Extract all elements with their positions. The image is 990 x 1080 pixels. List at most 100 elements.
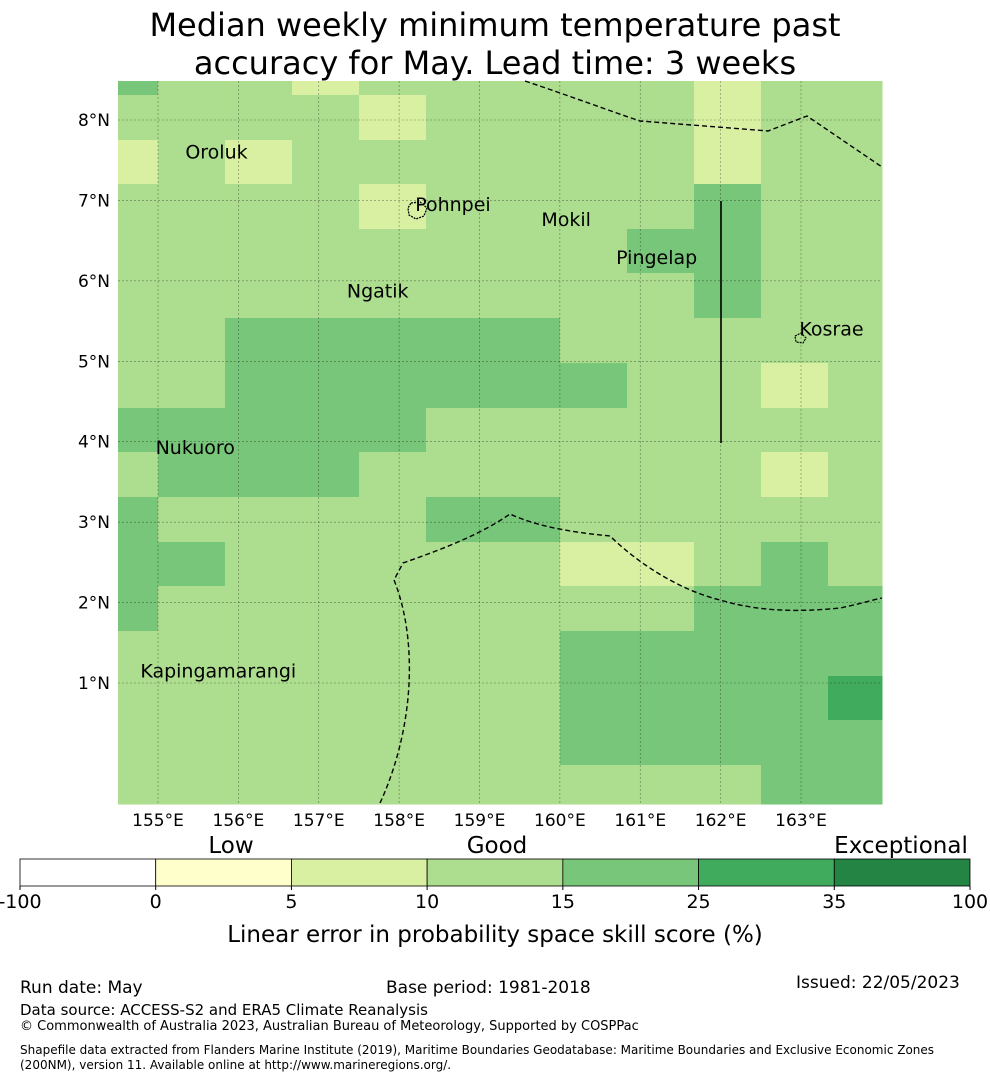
skill-cell — [158, 363, 226, 409]
skill-cell — [627, 542, 695, 587]
skill-cell — [292, 497, 360, 543]
skill-cell — [828, 497, 883, 543]
skill-cell — [292, 229, 360, 274]
skill-cell — [158, 586, 226, 632]
data-source: Data source: ACCESS-S2 and ERA5 Climate … — [20, 1001, 428, 1019]
skill-cell — [359, 229, 427, 274]
skill-cell — [828, 81, 883, 96]
skill-cell — [292, 542, 360, 587]
skill-cell — [828, 542, 883, 587]
copyright: © Commonwealth of Australia 2023, Austra… — [20, 1019, 639, 1034]
skill-cell — [828, 720, 883, 766]
skill-cell — [225, 765, 293, 805]
skill-cell — [158, 81, 226, 96]
skill-cell — [828, 765, 883, 805]
skill-cell — [359, 184, 427, 230]
skill-cell — [426, 497, 494, 543]
skill-cell — [359, 318, 427, 364]
skill-cell — [158, 318, 226, 364]
skill-cell — [694, 318, 762, 364]
skill-cell — [158, 720, 226, 766]
skill-cell — [627, 184, 695, 230]
skill-cell — [426, 229, 494, 274]
skill-cell — [694, 95, 762, 141]
latitude-tick-label: 8°N — [78, 111, 110, 131]
map-figure: Oroluk Pohnpei Mokil Pingelap Ngatik Kosrae Nu… — [78, 80, 883, 831]
skill-cell — [627, 273, 695, 319]
skill-cell — [560, 363, 628, 409]
place-labels: Oroluk Pohnpei Mokil Pingelap Ngatik Kosrae Nu… — [140, 142, 863, 683]
skill-cell — [627, 720, 695, 766]
skill-cell — [118, 586, 159, 632]
skill-cell — [118, 542, 159, 587]
skill-cell — [158, 229, 226, 274]
skill-cell — [761, 452, 829, 498]
skill-cell — [292, 765, 360, 805]
colorbar-tick-label: 100 — [952, 891, 988, 913]
skill-cell — [158, 542, 226, 587]
skill-cell — [359, 363, 427, 409]
skill-cell — [359, 631, 427, 677]
skill-cell — [560, 720, 628, 766]
skill-cell — [426, 318, 494, 364]
skill-cell — [627, 140, 695, 185]
skill-cell — [359, 95, 427, 141]
eez-boundary-south — [379, 513, 883, 804]
skill-cell — [493, 542, 561, 587]
eez-boundaries — [379, 80, 883, 804]
colorbar-swatch — [833, 858, 971, 887]
skill-cell — [560, 81, 628, 96]
skill-cell — [761, 229, 829, 274]
skill-cell — [627, 408, 695, 453]
skill-cell — [118, 720, 159, 766]
skill-cell — [761, 363, 829, 409]
skill-cell — [158, 408, 226, 453]
skill-cell — [292, 140, 360, 185]
skill-cell — [761, 676, 829, 721]
run-date: Run date: May — [20, 978, 143, 998]
colorbar-label: Linear error in probability space skill … — [227, 922, 763, 948]
longitude-tick-label: 157°E — [293, 811, 345, 831]
longitude-tick-label: 155°E — [132, 811, 184, 831]
island-outlines — [407, 201, 807, 344]
skill-cell — [426, 81, 494, 96]
skill-cell — [292, 318, 360, 364]
skill-cell — [493, 95, 561, 141]
skill-cell — [225, 720, 293, 766]
skill-cell — [292, 631, 360, 677]
skill-cell — [426, 140, 494, 185]
skill-cell — [627, 229, 695, 274]
skill-cell — [493, 586, 561, 632]
place-label: Nukuoro — [156, 437, 235, 459]
skill-cell — [694, 497, 762, 543]
colorbar-tick-label: 25 — [686, 891, 710, 913]
skill-cell — [225, 497, 293, 543]
skill-cell — [493, 631, 561, 677]
skill-cell — [560, 140, 628, 185]
skill-cell — [359, 408, 427, 453]
skill-cell — [158, 497, 226, 543]
skill-cell — [225, 318, 293, 364]
skill-cell — [560, 318, 628, 364]
colorbar-ticks: -100 0 5 10 15 25 35 100 — [0, 886, 988, 913]
skill-cell — [828, 273, 883, 319]
longitude-tick-label: 156°E — [213, 811, 265, 831]
skill-cell — [118, 765, 159, 805]
skill-cell — [493, 408, 561, 453]
colorbar-swatch — [426, 858, 564, 887]
skill-cell — [694, 81, 762, 96]
skill-cell — [761, 542, 829, 587]
skill-cell — [118, 631, 159, 677]
skill-cell — [493, 273, 561, 319]
skill-cell — [118, 273, 159, 319]
skill-cell — [158, 140, 226, 185]
skill-cell — [761, 765, 829, 805]
skill-cell — [627, 363, 695, 409]
skill-cell — [828, 631, 883, 677]
skill-cell — [761, 497, 829, 543]
place-label: Oroluk — [185, 142, 247, 164]
latitude-tick-labels: 8°N 7°N 6°N 5°N 4°N 3°N 2°N 1°N — [78, 111, 110, 694]
skill-cell — [493, 452, 561, 498]
skill-cell — [627, 318, 695, 364]
skill-cell — [493, 140, 561, 185]
